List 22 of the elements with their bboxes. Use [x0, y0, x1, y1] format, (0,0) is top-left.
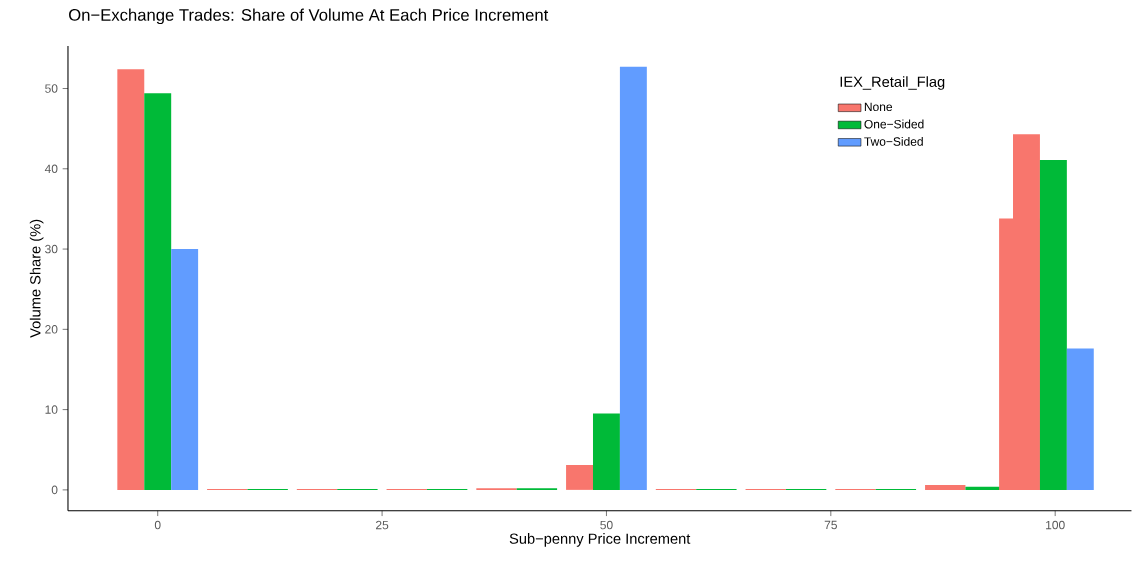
x-tick-label: 25 [376, 520, 389, 530]
y-tick-label: 10 [45, 405, 58, 414]
y-tick-label: 30 [45, 244, 58, 254]
bar [619, 66, 647, 491]
legend-label: None [864, 102, 893, 112]
bar [171, 249, 199, 491]
legend-label: Two−Sided [864, 137, 923, 146]
bar [1066, 348, 1094, 491]
y-axis-title: Volume Share (%) [29, 219, 44, 338]
y-tick-label: 40 [44, 164, 58, 174]
x-tick-label: 50 [600, 520, 613, 530]
y-tick-label: 20 [45, 325, 58, 334]
x-axis-title: Sub−penny Price Increment [509, 533, 691, 547]
x-tick-label: 100 [1046, 520, 1065, 530]
x-tick-label: 0 [154, 520, 161, 530]
legend-title: IEX_Retail_Flag [840, 76, 945, 90]
x-tick-label: 75 [824, 520, 837, 530]
y-tick-label: 50 [45, 84, 58, 93]
chart-title: On−Exchange Trades: Share of Volume At Each Price Increment [69, 8, 549, 25]
bar [925, 485, 966, 491]
y-tick-label: 0 [51, 485, 58, 495]
legend-label: One−Sided [864, 119, 924, 129]
